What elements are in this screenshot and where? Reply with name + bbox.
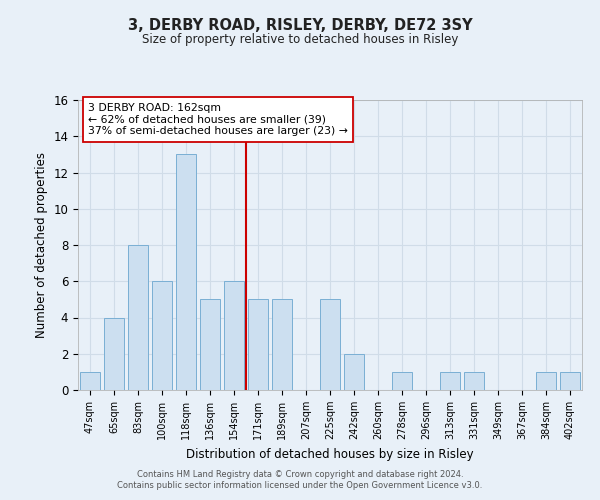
Bar — [104, 318, 124, 390]
Bar — [128, 245, 148, 390]
Bar — [272, 300, 292, 390]
Bar — [464, 372, 484, 390]
Bar — [440, 372, 460, 390]
Bar — [536, 372, 556, 390]
Y-axis label: Number of detached properties: Number of detached properties — [35, 152, 48, 338]
Bar — [560, 372, 580, 390]
Text: Contains public sector information licensed under the Open Government Licence v3: Contains public sector information licen… — [118, 481, 482, 490]
Text: 3 DERBY ROAD: 162sqm
← 62% of detached houses are smaller (39)
37% of semi-detac: 3 DERBY ROAD: 162sqm ← 62% of detached h… — [88, 103, 348, 136]
Bar — [176, 154, 196, 390]
Bar — [152, 281, 172, 390]
X-axis label: Distribution of detached houses by size in Risley: Distribution of detached houses by size … — [186, 448, 474, 460]
Text: Size of property relative to detached houses in Risley: Size of property relative to detached ho… — [142, 32, 458, 46]
Bar — [80, 372, 100, 390]
Bar — [248, 300, 268, 390]
Bar — [320, 300, 340, 390]
Bar — [224, 281, 244, 390]
Bar — [200, 300, 220, 390]
Text: 3, DERBY ROAD, RISLEY, DERBY, DE72 3SY: 3, DERBY ROAD, RISLEY, DERBY, DE72 3SY — [128, 18, 472, 32]
Bar — [344, 354, 364, 390]
Text: Contains HM Land Registry data © Crown copyright and database right 2024.: Contains HM Land Registry data © Crown c… — [137, 470, 463, 479]
Bar — [392, 372, 412, 390]
